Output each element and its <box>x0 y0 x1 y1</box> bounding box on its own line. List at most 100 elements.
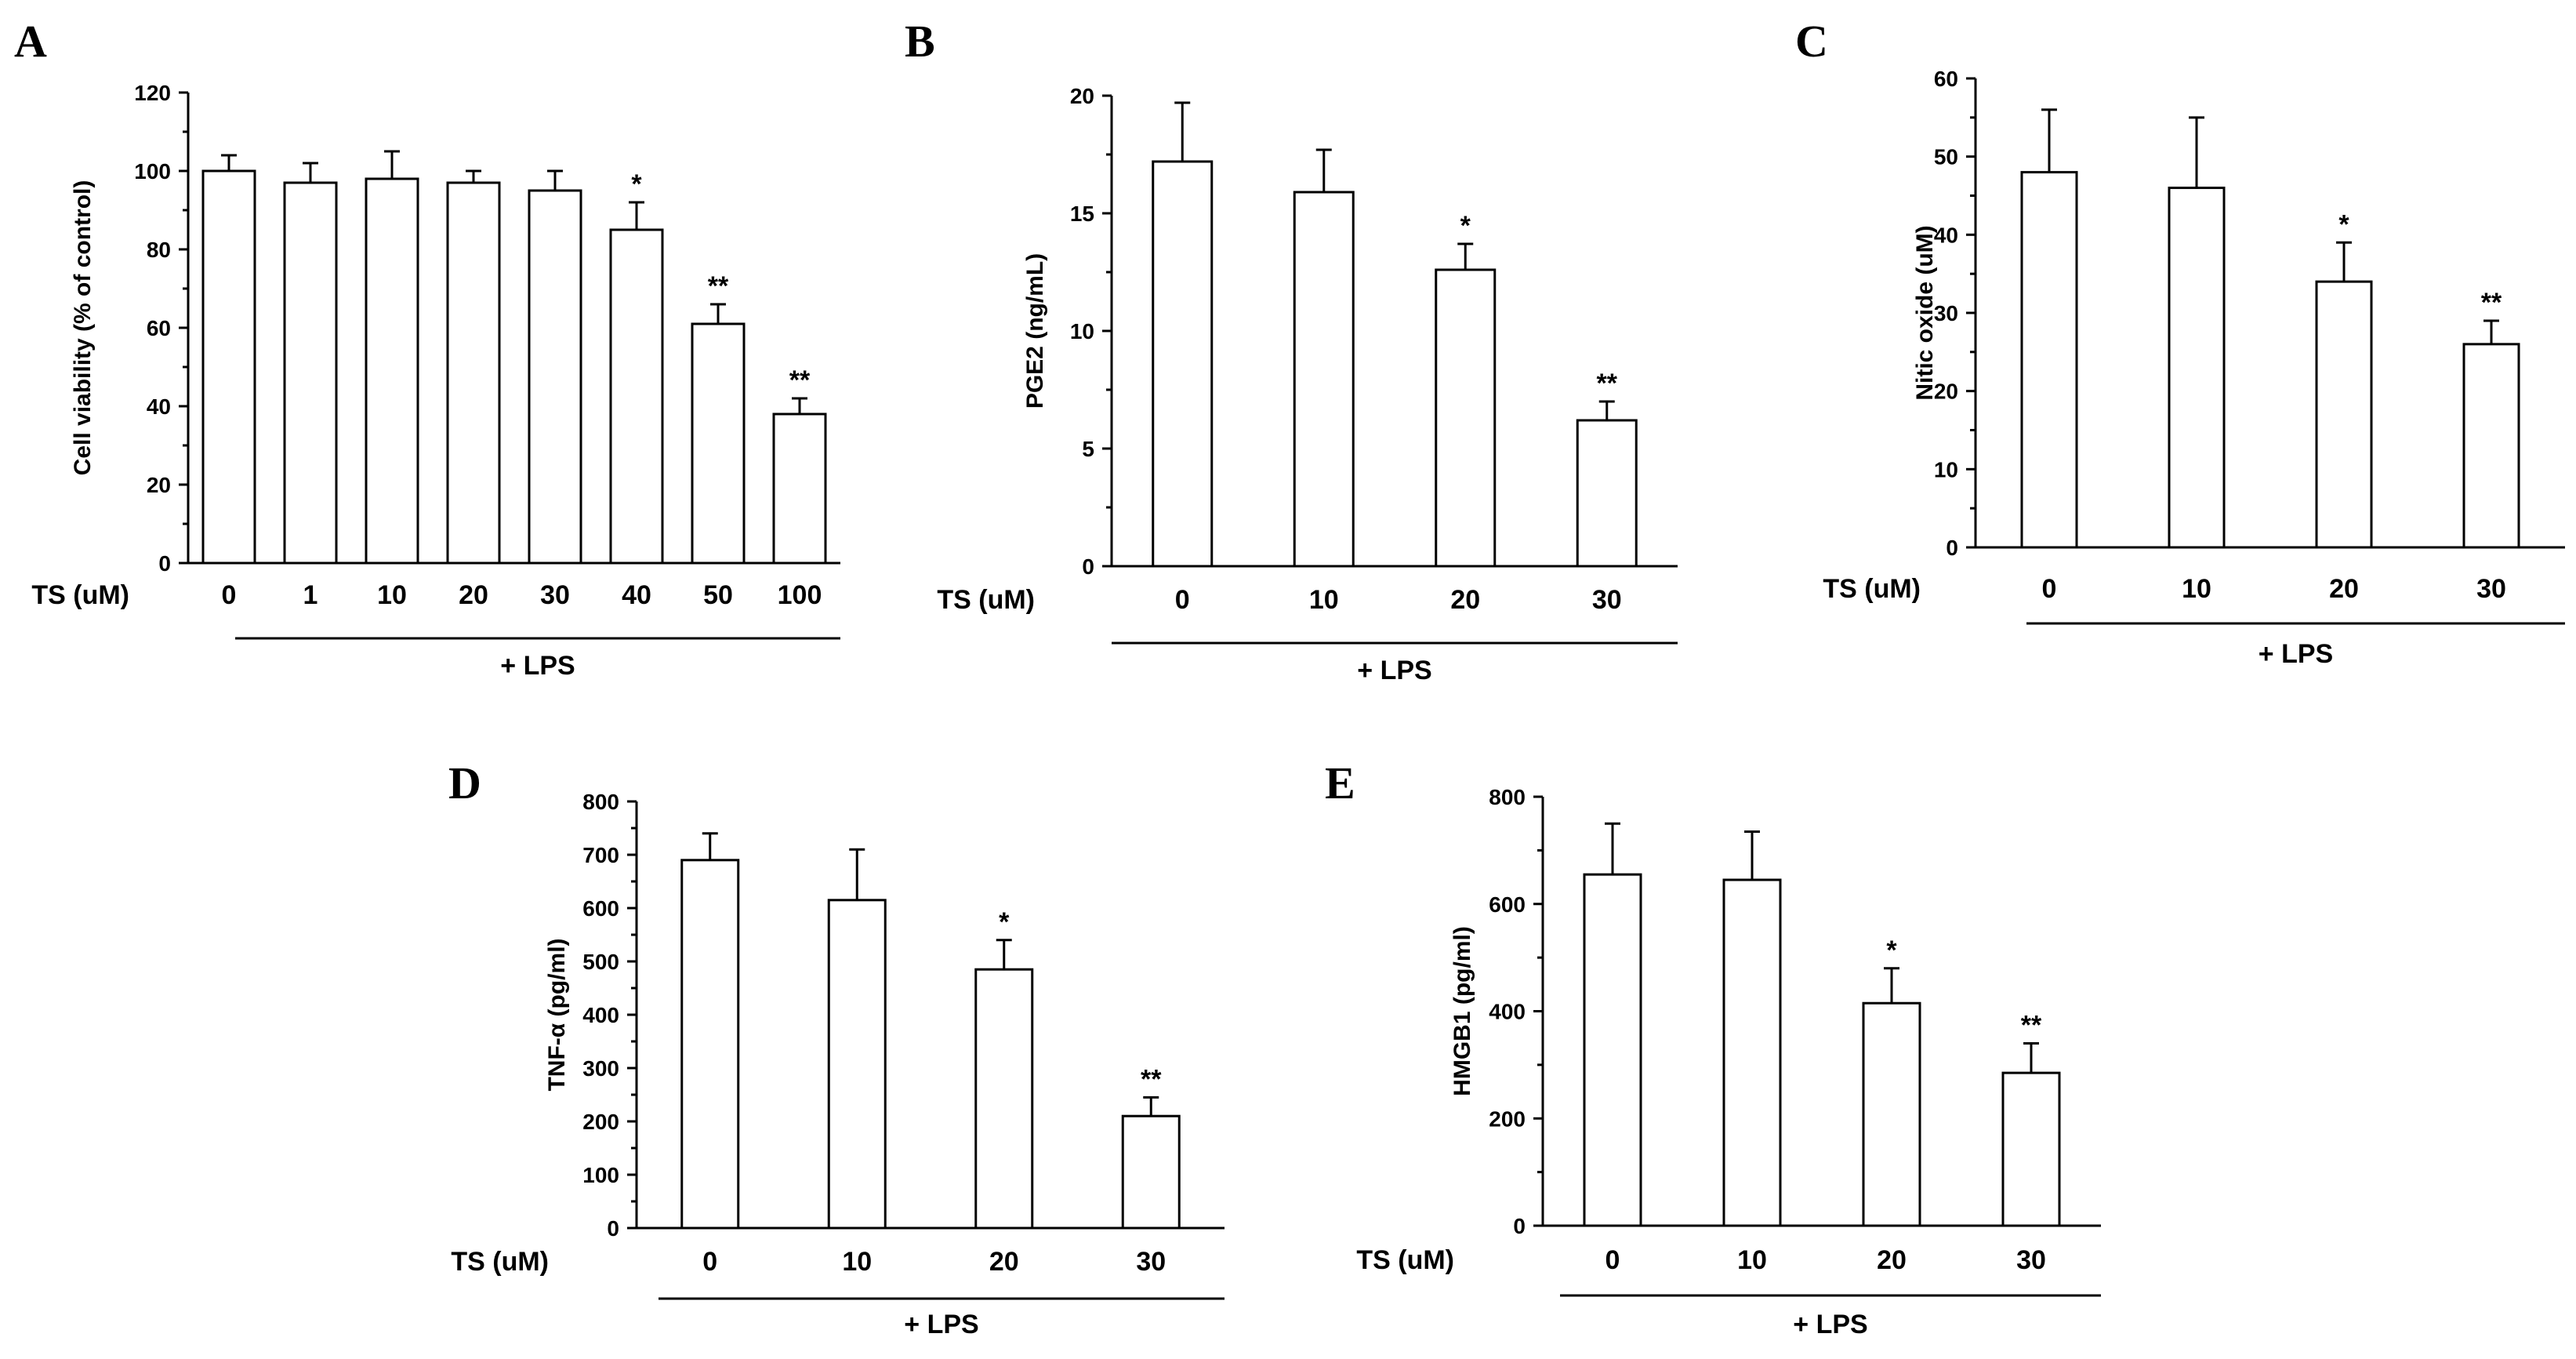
category-label: 20 <box>1450 585 1480 615</box>
category-label: 10 <box>1309 585 1339 615</box>
category-label: 0 <box>1175 585 1190 615</box>
panel-letter-c: C <box>1795 16 1828 67</box>
x-axis-label-b: TS (uM) <box>937 585 1035 615</box>
category-label: 30 <box>2476 574 2506 604</box>
y-axis-label-d: TNF-α (pg/ml) <box>544 938 570 1091</box>
x-axis-label-a: TS (uM) <box>31 580 129 610</box>
category-label: 40 <box>622 580 651 610</box>
y-tick-label: 60 <box>1934 67 1958 91</box>
category-label: 10 <box>842 1247 872 1277</box>
y-tick-label: 20 <box>147 473 171 497</box>
group-label-e: + LPS <box>1793 1310 1867 1339</box>
y-tick-label: 50 <box>1934 145 1958 169</box>
bar <box>974 968 1034 1230</box>
y-tick-label: 200 <box>582 1110 619 1134</box>
y-tick-label: 15 <box>1070 202 1094 226</box>
category-label: 50 <box>703 580 733 610</box>
group-label-c: + LPS <box>2259 639 2333 669</box>
y-tick-label: 400 <box>582 1003 619 1027</box>
y-tick-label: 0 <box>1946 536 1958 560</box>
y-tick-label: 0 <box>158 551 171 576</box>
category-label: 10 <box>2182 574 2211 604</box>
y-tick-label: 800 <box>582 790 619 814</box>
category-label: 20 <box>2329 574 2359 604</box>
category-label: 100 <box>778 580 822 610</box>
category-label: 0 <box>1605 1245 1620 1275</box>
significance-marker: ** <box>708 271 729 301</box>
category-label: 20 <box>459 580 488 610</box>
bar <box>1121 1114 1181 1230</box>
category-label: 1 <box>303 580 318 610</box>
significance-marker: ** <box>2021 1011 2042 1041</box>
y-axis-label-b: PGE2 (ng/mL) <box>1022 253 1048 409</box>
significance-marker: ** <box>789 365 811 395</box>
y-tick-label: 0 <box>607 1216 619 1241</box>
y-tick-label: 700 <box>582 843 619 867</box>
category-label: 0 <box>222 580 237 610</box>
significance-marker: * <box>999 907 1010 937</box>
y-tick-label: 40 <box>1934 223 1958 247</box>
panel-letter-d: D <box>448 758 481 808</box>
category-label: 20 <box>1877 1245 1907 1275</box>
category-label: 20 <box>989 1247 1019 1277</box>
bar <box>2001 1071 2061 1227</box>
category-label: 30 <box>2016 1245 2046 1275</box>
category-label: 30 <box>1136 1247 1166 1277</box>
bar <box>201 169 256 565</box>
bar <box>2020 171 2078 549</box>
y-tick-label: 300 <box>582 1056 619 1081</box>
y-tick-label: 20 <box>1934 380 1958 404</box>
category-label: 10 <box>1737 1245 1767 1275</box>
y-axis-label-a: Cell viability (% of control) <box>70 180 96 476</box>
panel-letter-b: B <box>905 16 935 67</box>
significance-marker: ** <box>1597 369 1618 398</box>
panel-letter-a: A <box>14 16 47 67</box>
significance-marker: ** <box>2481 288 2502 318</box>
chart-panel-b: B 0 5 10 15 20 PGE2 (ng/mL) 0 10 * 20 ** 30 TS (uM) + … <box>905 16 1678 685</box>
bar <box>1722 878 1782 1227</box>
y-tick-label: 0 <box>1082 554 1094 579</box>
y-tick-label: 80 <box>147 238 171 262</box>
bar <box>365 177 419 565</box>
bar <box>827 899 887 1230</box>
y-tick-label: 600 <box>582 896 619 921</box>
chart-panel-c: C 0 10 20 30 40 50 60 Nitic oxide (uM) 0 10 * 20 ** 30… <box>1795 16 2565 669</box>
y-axis-label-e: HMGB1 (pg/ml) <box>1449 926 1475 1096</box>
significance-marker: * <box>631 169 642 199</box>
y-axis-label-c: Nitic oxide (uM) <box>1912 225 1938 400</box>
bar <box>1583 873 1642 1227</box>
category-label: 0 <box>702 1247 717 1277</box>
bar <box>2315 280 2373 549</box>
y-tick-label: 20 <box>1070 84 1094 108</box>
bar <box>609 228 664 565</box>
bar <box>1862 1001 1921 1227</box>
panel-letter-e: E <box>1325 758 1355 808</box>
bar <box>680 859 740 1230</box>
y-tick-label: 60 <box>147 316 171 340</box>
x-axis-label-e: TS (uM) <box>1356 1245 1454 1275</box>
significance-marker: * <box>2338 209 2349 239</box>
bar <box>1435 268 1497 568</box>
y-tick-label: 400 <box>1489 1000 1526 1024</box>
y-tick-label: 5 <box>1082 437 1094 461</box>
significance-marker: ** <box>1141 1064 1162 1094</box>
bar <box>2462 343 2520 549</box>
group-label-a: + LPS <box>500 651 575 681</box>
bar <box>1293 191 1355 568</box>
significance-marker: * <box>1886 936 1897 965</box>
y-tick-label: 200 <box>1489 1106 1526 1131</box>
bar <box>1576 419 1638 568</box>
y-tick-label: 600 <box>1489 892 1526 917</box>
y-tick-label: 500 <box>582 950 619 974</box>
y-tick-label: 120 <box>134 81 171 105</box>
chart-panel-d: D 0 100 200 300 400 500 600 700 800 TNF-α (pg/ml) 0… <box>448 758 1225 1339</box>
category-label: 0 <box>2042 574 2057 604</box>
category-label: 10 <box>377 580 407 610</box>
y-tick-label: 100 <box>582 1163 619 1187</box>
x-axis-label-c: TS (uM) <box>1823 574 1921 604</box>
y-tick-label: 40 <box>147 394 171 419</box>
category-label: 30 <box>540 580 570 610</box>
y-tick-label: 10 <box>1070 319 1094 343</box>
y-tick-label: 100 <box>134 159 171 184</box>
